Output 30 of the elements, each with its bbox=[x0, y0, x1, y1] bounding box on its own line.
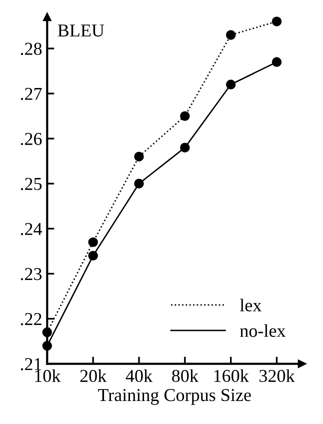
point bbox=[272, 16, 282, 26]
point bbox=[42, 327, 52, 338]
point bbox=[180, 111, 190, 121]
y-tick-label: .25 bbox=[20, 178, 42, 190]
point bbox=[226, 80, 236, 90]
x-tick-label: 40k bbox=[126, 369, 153, 382]
y-tick-label: .27 bbox=[20, 88, 42, 100]
x-axis-title: Training Corpus Size bbox=[98, 389, 251, 405]
y-tick-label: .28 bbox=[20, 42, 42, 56]
y-axis-title: BLEU bbox=[58, 24, 104, 37]
x-tick-label: 80k bbox=[172, 369, 198, 382]
point bbox=[226, 30, 236, 40]
x-tick-label: 20k bbox=[80, 369, 107, 382]
point bbox=[88, 237, 98, 248]
y-tick-label: .21 bbox=[20, 358, 42, 370]
y-tick-label: .22 bbox=[20, 313, 42, 326]
point bbox=[134, 152, 144, 162]
point bbox=[134, 178, 144, 188]
y-tick-label: .23 bbox=[20, 268, 42, 280]
y-tick-label: .26 bbox=[20, 132, 42, 146]
point bbox=[272, 57, 282, 67]
x-tick-label: 160k bbox=[214, 369, 249, 382]
point bbox=[180, 142, 190, 152]
point bbox=[42, 340, 52, 351]
x-tick-label: 320k bbox=[260, 369, 295, 382]
point bbox=[88, 250, 98, 261]
y-tick-label: .24 bbox=[20, 222, 42, 236]
legend-label: no-lex bbox=[240, 324, 286, 337]
legend-label: lex bbox=[240, 298, 262, 312]
x-tick-label: 10k bbox=[35, 369, 61, 382]
